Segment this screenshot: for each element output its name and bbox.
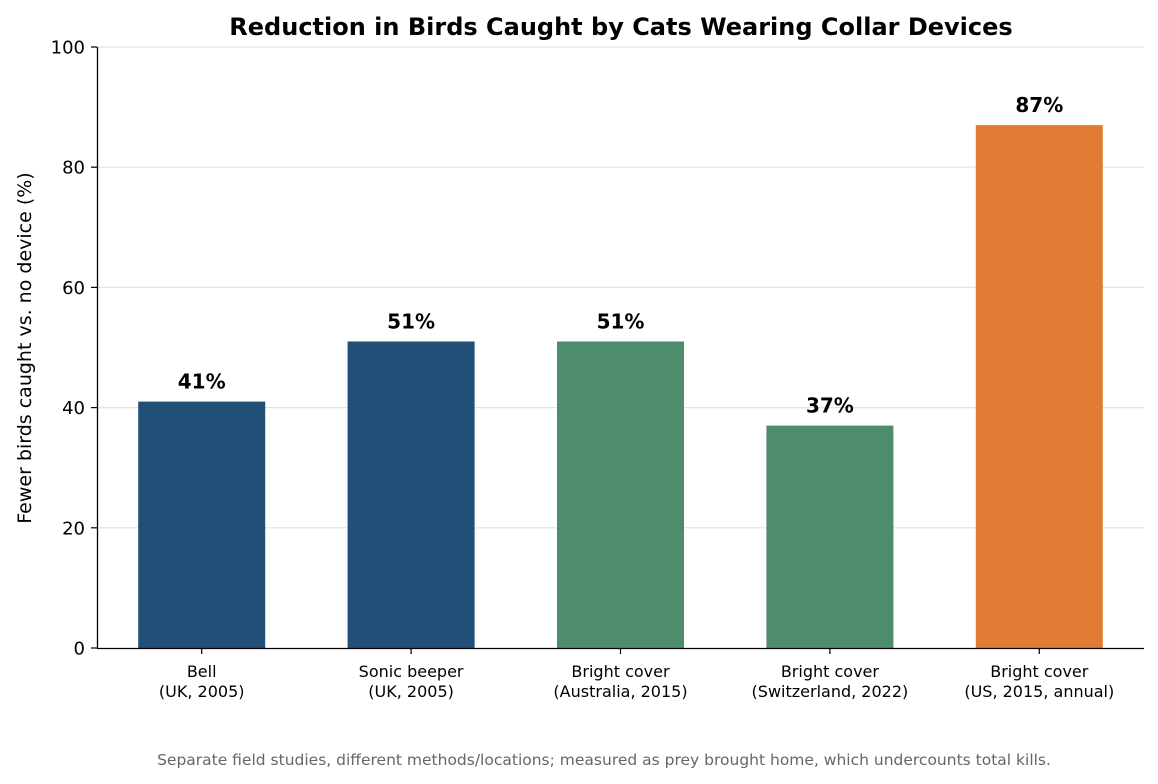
x-tick-label: Bright cover: [571, 662, 670, 681]
y-tick-label: 80: [62, 158, 85, 179]
y-tick-label: 20: [62, 518, 85, 539]
bar: [347, 341, 475, 648]
bar: [138, 401, 266, 648]
y-tick-label: 0: [74, 639, 85, 660]
x-tick-label: (UK, 2005): [159, 682, 245, 701]
x-tick-label: Bright cover: [781, 662, 880, 681]
x-tick-label: (Australia, 2015): [553, 682, 687, 701]
bars: [138, 125, 1103, 648]
y-tick-label: 40: [62, 398, 85, 419]
y-axis-label: Fewer birds caught vs. no device (%): [14, 172, 36, 523]
x-ticks: Bell(UK, 2005)Sonic beeper(UK, 2005)Brig…: [159, 648, 1114, 701]
y-ticks: 0 20 40 60 80 100: [51, 38, 97, 660]
x-tick-label: Sonic beeper: [359, 662, 464, 681]
value-labels: 41% 51% 51% 37% 87%: [178, 93, 1063, 418]
bar-value-label: 51%: [387, 309, 435, 333]
y-tick-label: 100: [51, 38, 85, 59]
bar: [557, 341, 684, 648]
x-tick-label: (Switzerland, 2022): [752, 682, 909, 701]
bar-value-label: 51%: [597, 309, 645, 333]
bar-value-label: 87%: [1015, 93, 1063, 117]
footnote: Separate field studies, different method…: [157, 751, 1051, 769]
y-tick-label: 60: [62, 278, 85, 299]
bar: [975, 125, 1103, 648]
bar: [766, 425, 894, 648]
grid-lines: [97, 46, 1144, 529]
x-tick-label: Bright cover: [990, 662, 1089, 681]
bar-value-label: 41%: [178, 370, 226, 394]
bar-value-label: 37%: [806, 394, 854, 418]
x-tick-label: (UK, 2005): [368, 682, 454, 701]
x-tick-label: Bell: [187, 662, 217, 681]
chart-title: Reduction in Birds Caught by Cats Wearin…: [229, 13, 1012, 41]
x-tick-label: (US, 2015, annual): [964, 682, 1114, 701]
